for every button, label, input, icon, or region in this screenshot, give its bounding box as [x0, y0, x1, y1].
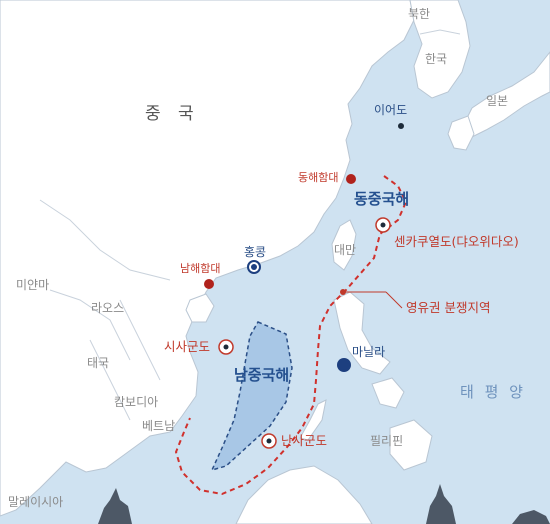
senkaku-marker-dot [380, 222, 386, 228]
label-ieodo: 이어도 [374, 103, 408, 117]
label-cambodia: 캄보디아 [114, 395, 159, 409]
label-vietnam: 베트남 [142, 419, 176, 433]
border-line [89, 339, 131, 421]
dispute-point-marker [340, 289, 346, 295]
mainland-landmass [0, 0, 415, 517]
label-laos: 라오스 [91, 301, 125, 315]
label-taiwan: 대만 [334, 243, 357, 257]
label-japan: 일본 [486, 94, 509, 108]
paracel-marker-dot [223, 344, 229, 350]
hainan-landmass [185, 293, 215, 323]
borneo-landmass [235, 465, 373, 524]
label-east-china-sea: 동중국해 [354, 190, 410, 208]
label-myanmar: 미얀마 [16, 278, 50, 292]
border-line [119, 299, 161, 381]
donghae-fleet-marker [346, 174, 356, 184]
label-south-china-sea: 남중국해 [234, 366, 290, 384]
warship-illustrations [98, 484, 550, 524]
nine-dash-claim-line [174, 175, 408, 496]
taiwan-landmass [331, 219, 357, 271]
border-line [419, 29, 461, 35]
label-donghae-fleet: 동해함대 [298, 171, 339, 184]
korea-landmass [409, 0, 471, 99]
visayas-landmass [371, 377, 405, 409]
label-dispute-zone: 영유권 분쟁지역 [406, 300, 491, 315]
label-philippines: 필리핀 [370, 434, 404, 448]
spratly-marker-dot [266, 438, 272, 444]
label-hong-kong: 홍콩 [244, 245, 267, 259]
label-senkaku-islands: 센카쿠열도(댜오위다오) [394, 234, 519, 249]
kyushu-landmass [447, 115, 475, 151]
label-pacific-ocean: 태 평 양 [460, 383, 526, 401]
warship-left-icon [98, 488, 132, 524]
label-malaysia: 말레이시아 [8, 495, 64, 509]
mindanao-landmass [389, 419, 433, 471]
label-manila: 마닐라 [352, 345, 386, 359]
label-north-korea: 북한 [408, 7, 431, 21]
border-line [49, 289, 131, 361]
luzon-landmass [333, 291, 391, 375]
manila-marker [337, 358, 351, 372]
country-borders [39, 29, 461, 421]
label-spratly-islands: 난사군도 [281, 433, 328, 448]
hong-kong-marker-dot [251, 264, 257, 270]
dispute-leader-line-2 [385, 291, 403, 309]
label-paracel-islands: 시사군도 [164, 339, 211, 354]
label-south-korea: 한국 [425, 52, 448, 66]
label-namhae-fleet: 남해함대 [180, 262, 221, 275]
label-thailand: 태국 [87, 356, 110, 370]
warship-right-icon [426, 484, 456, 524]
ieodo-marker [398, 123, 404, 129]
south-china-sea-area [210, 321, 293, 472]
palawan-landmass [299, 399, 327, 441]
warship-edge-icon [512, 510, 550, 524]
namhae-fleet-marker [204, 279, 214, 289]
border-line [39, 199, 171, 281]
label-china: 중 국 [145, 104, 200, 124]
